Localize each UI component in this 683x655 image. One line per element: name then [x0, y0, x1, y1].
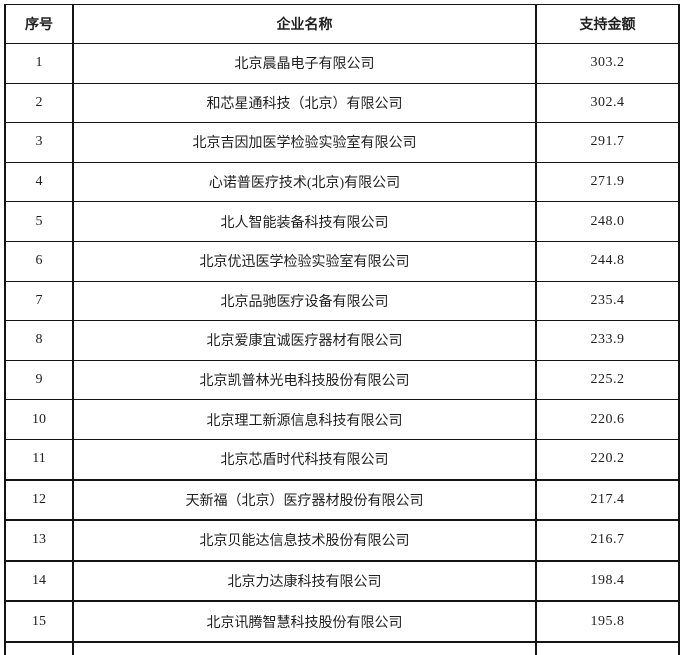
cutoff-row — [4, 640, 680, 655]
table-row: 12 天新福（北京）医疗器材股份有限公司 217.4 — [4, 478, 680, 521]
support-amount-table: 序号 企业名称 支持金额 1 北京晨晶电子有限公司 303.2 2 和芯星通科技（北京）… — [4, 4, 680, 655]
row-index-cell: 7 — [4, 280, 74, 322]
company-name-cell: 天新福（北京）医疗器材股份有限公司 — [72, 478, 537, 521]
company-name-cell: 和芯星通科技（北京）有限公司 — [72, 82, 537, 124]
table-row: 15 北京讯腾智慧科技股份有限公司 195.8 — [4, 600, 680, 643]
table-row: 1 北京晨晶电子有限公司 303.2 — [4, 43, 680, 84]
amount-cell: 198.4 — [535, 559, 680, 602]
row-index-cell: 2 — [4, 82, 74, 124]
amount-cell: 248.0 — [535, 201, 680, 242]
company-name-cell: 北京品驰医疗设备有限公司 — [72, 280, 537, 322]
row-index-cell: 13 — [4, 519, 74, 562]
amount-cell — [535, 640, 680, 655]
table-row: 13 北京贝能达信息技术股份有限公司 216.7 — [4, 519, 680, 562]
amount-cell: 235.4 — [535, 280, 680, 322]
amount-cell: 303.2 — [535, 43, 680, 84]
amount-cell: 233.9 — [535, 320, 680, 361]
row-index-cell: 4 — [4, 161, 74, 203]
table-row: 11 北京芯盾时代科技有限公司 220.2 — [4, 438, 680, 481]
amount-cell: 302.4 — [535, 82, 680, 124]
header-index: 序号 — [4, 4, 74, 44]
company-name-cell: 北京力达康科技有限公司 — [72, 559, 537, 602]
company-name-cell — [72, 640, 537, 655]
company-name-cell: 北京吉因加医学检验实验室有限公司 — [72, 122, 537, 163]
amount-cell: 225.2 — [535, 359, 680, 401]
row-index-cell: 15 — [4, 600, 74, 643]
header-support-amount: 支持金额 — [535, 4, 680, 44]
row-index-cell: 1 — [4, 43, 74, 84]
table-row: 14 北京力达康科技有限公司 198.4 — [4, 559, 680, 602]
row-index-cell: 9 — [4, 359, 74, 401]
amount-cell: 271.9 — [535, 161, 680, 203]
amount-cell: 244.8 — [535, 240, 680, 282]
table-row: 8 北京爱康宜诚医疗器材有限公司 233.9 — [4, 320, 680, 361]
table-row: 9 北京凯普林光电科技股份有限公司 225.2 — [4, 359, 680, 401]
table-row: 2 和芯星通科技（北京）有限公司 302.4 — [4, 82, 680, 124]
header-row: 序号 企业名称 支持金额 — [4, 4, 680, 44]
table-row: 10 北京理工新源信息科技有限公司 220.6 — [4, 399, 680, 440]
company-name-cell: 北京凯普林光电科技股份有限公司 — [72, 359, 537, 401]
table-row: 7 北京品驰医疗设备有限公司 235.4 — [4, 280, 680, 322]
company-name-cell: 心诺普医疗技术(北京)有限公司 — [72, 161, 537, 203]
row-index-cell — [4, 640, 74, 655]
row-index-cell: 14 — [4, 559, 74, 602]
table-row: 3 北京吉因加医学检验实验室有限公司 291.7 — [4, 122, 680, 163]
amount-cell: 220.6 — [535, 399, 680, 440]
amount-cell: 195.8 — [535, 600, 680, 643]
header-company-name: 企业名称 — [72, 4, 537, 44]
row-index-cell: 11 — [4, 438, 74, 481]
row-index-cell: 3 — [4, 122, 74, 163]
row-index-cell: 5 — [4, 201, 74, 242]
row-index-cell: 6 — [4, 240, 74, 282]
company-name-cell: 北京晨晶电子有限公司 — [72, 43, 537, 84]
table-row: 6 北京优迅医学检验实验室有限公司 244.8 — [4, 240, 680, 282]
amount-cell: 220.2 — [535, 438, 680, 481]
company-name-cell: 北人智能装备科技有限公司 — [72, 201, 537, 242]
row-index-cell: 8 — [4, 320, 74, 361]
table-row: 5 北人智能装备科技有限公司 248.0 — [4, 201, 680, 242]
row-index-cell: 10 — [4, 399, 74, 440]
company-name-cell: 北京理工新源信息科技有限公司 — [72, 399, 537, 440]
table-row: 4 心诺普医疗技术(北京)有限公司 271.9 — [4, 161, 680, 203]
company-name-cell: 北京优迅医学检验实验室有限公司 — [72, 240, 537, 282]
company-name-cell: 北京贝能达信息技术股份有限公司 — [72, 519, 537, 562]
company-name-cell: 北京讯腾智慧科技股份有限公司 — [72, 600, 537, 643]
document-page: 序号 企业名称 支持金额 1 北京晨晶电子有限公司 303.2 2 和芯星通科技（北京）… — [4, 4, 680, 655]
amount-cell: 291.7 — [535, 122, 680, 163]
amount-cell: 217.4 — [535, 478, 680, 521]
table-body: 1 北京晨晶电子有限公司 303.2 2 和芯星通科技（北京）有限公司 302.4 3 北京吉… — [4, 43, 680, 655]
company-name-cell: 北京爱康宜诚医疗器材有限公司 — [72, 320, 537, 361]
company-name-cell: 北京芯盾时代科技有限公司 — [72, 438, 537, 481]
row-index-cell: 12 — [4, 478, 74, 521]
amount-cell: 216.7 — [535, 519, 680, 562]
